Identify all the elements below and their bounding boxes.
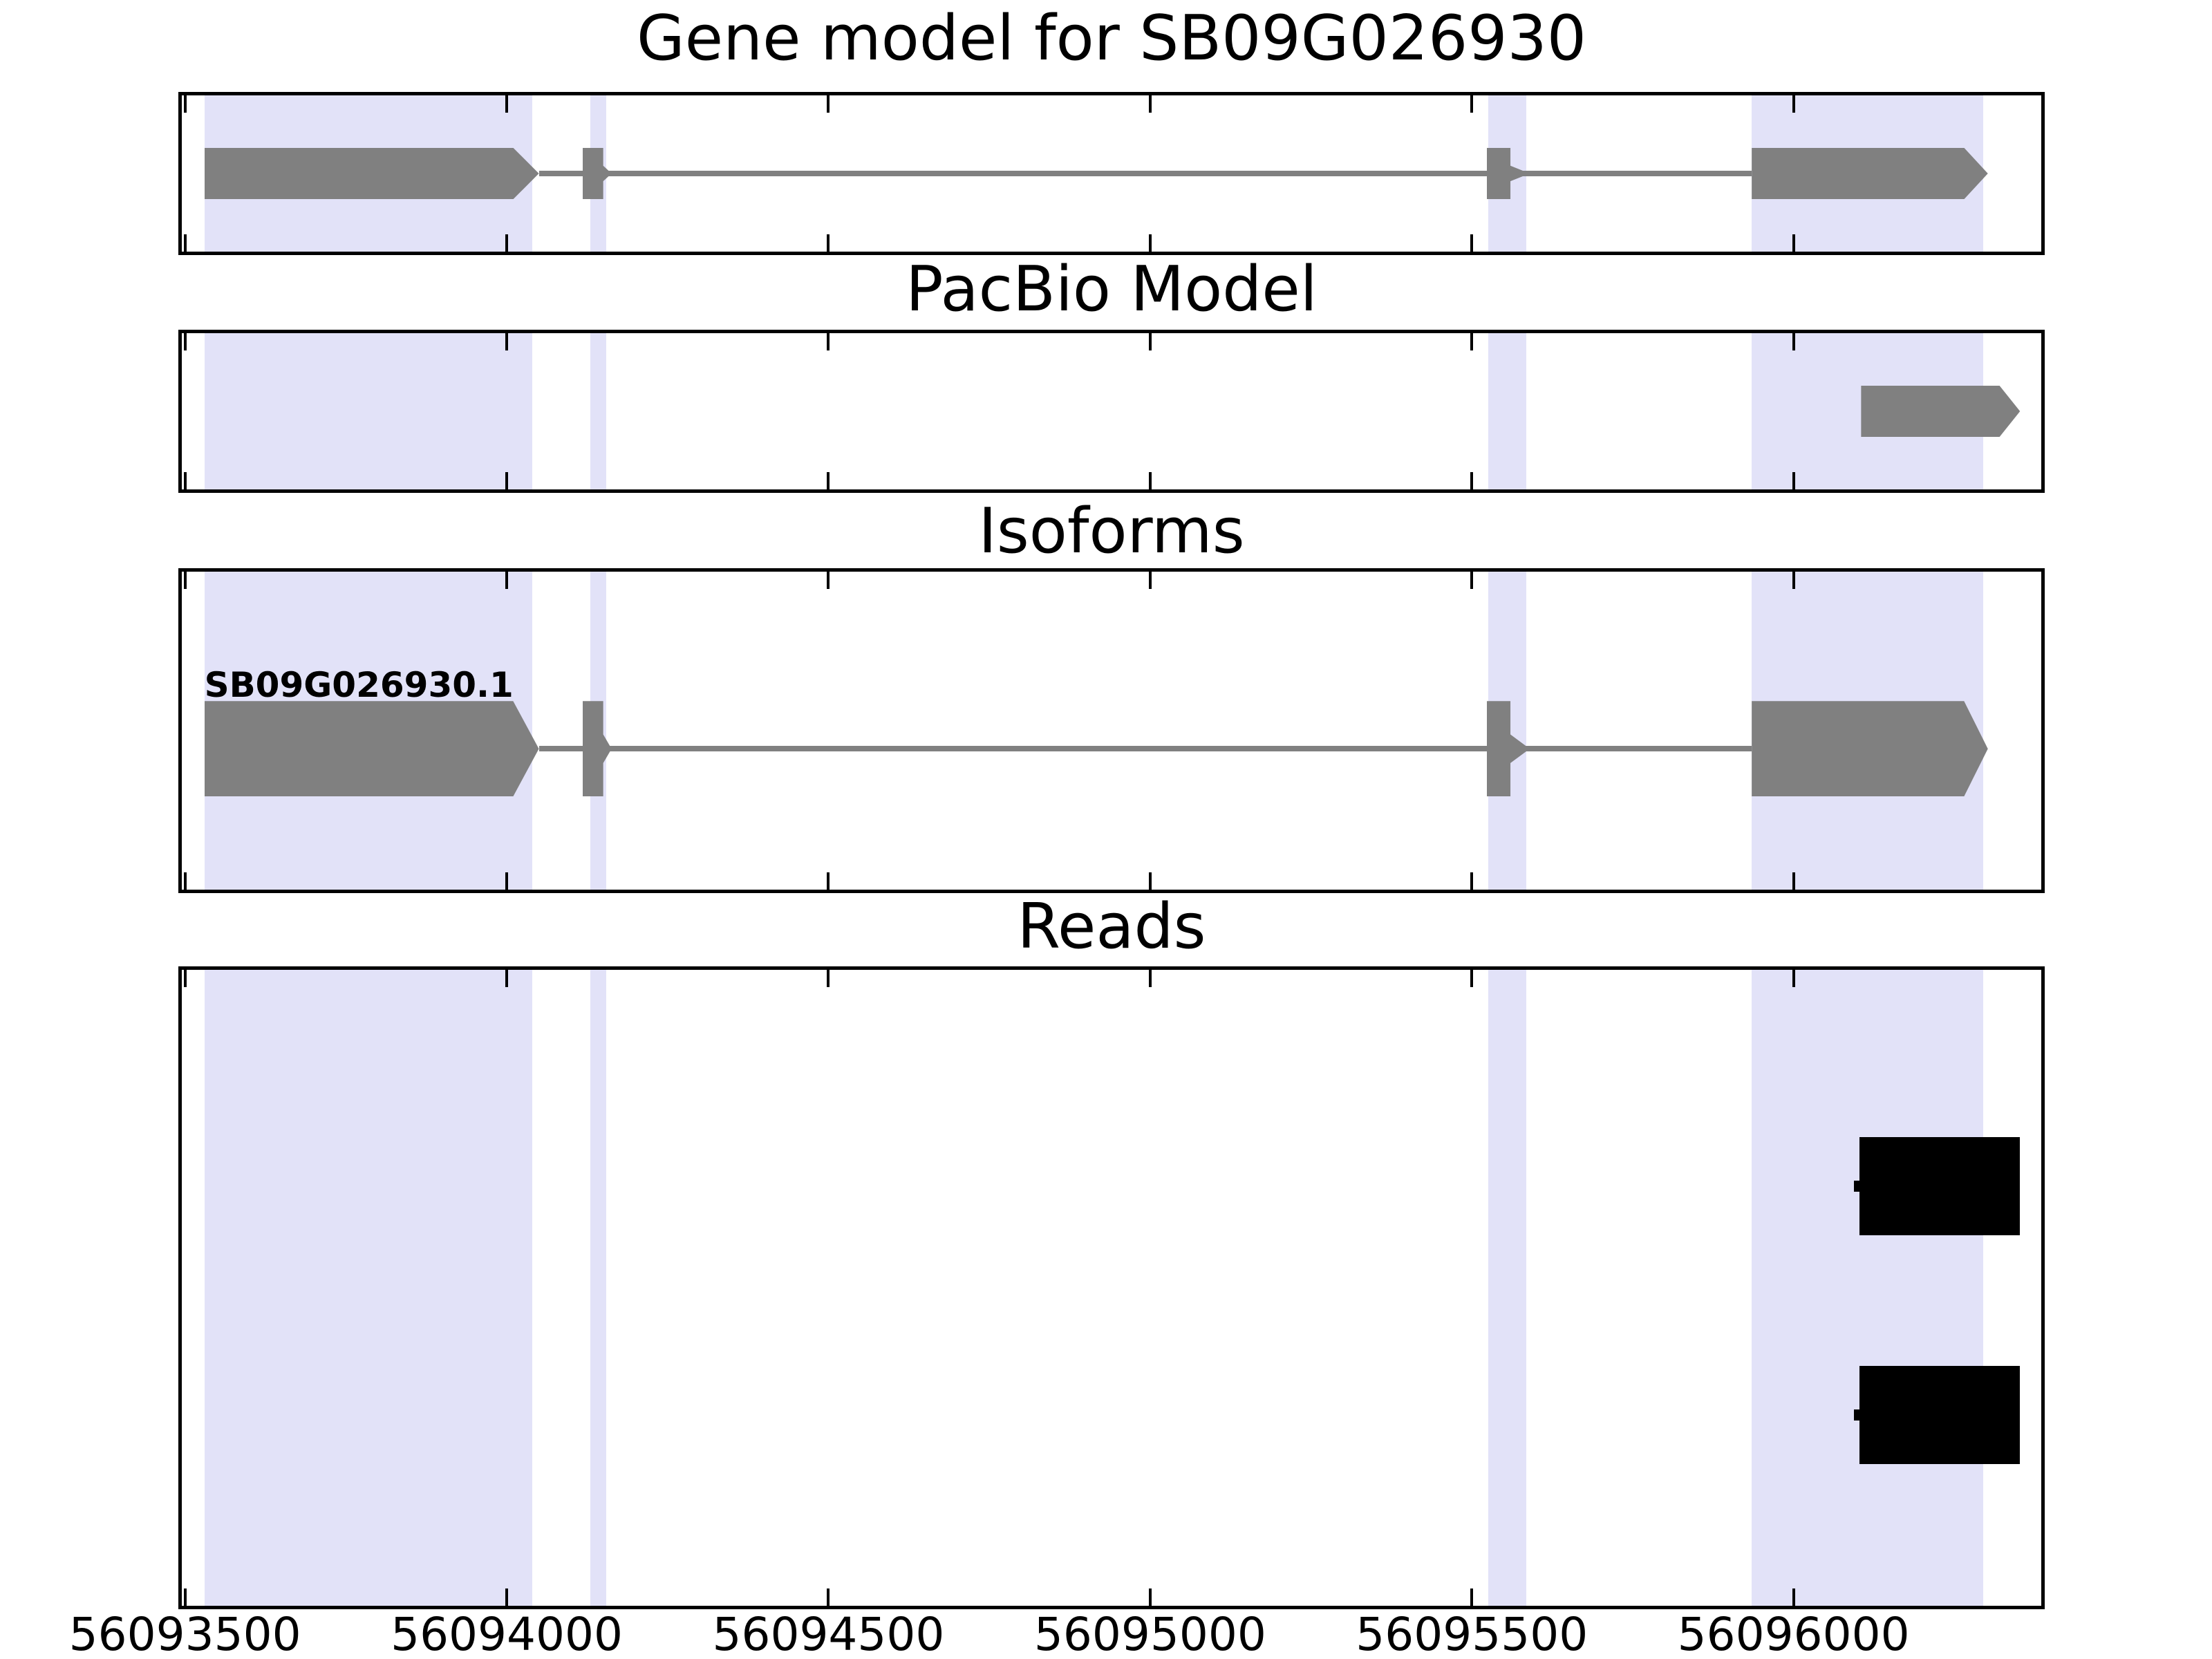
x-tickmark-bottom: [827, 472, 830, 489]
x-tick-label: 56095000: [1033, 1608, 1266, 1659]
x-tickmark-bottom: [827, 234, 830, 252]
gene-model-panel: [178, 92, 2045, 255]
x-tick-label: 56093500: [68, 1608, 301, 1659]
isoforms-title: Isoforms: [978, 495, 1245, 568]
x-tickmark-top: [1470, 970, 1474, 987]
exon-arrow: [582, 701, 612, 797]
read-nub: [1853, 1409, 1859, 1421]
highlight-band: [1752, 970, 1984, 1606]
x-tickmark-top: [1470, 572, 1474, 589]
exon-arrow: [204, 701, 539, 797]
x-tickmark-bottom: [183, 1588, 187, 1606]
reads-panel: [178, 966, 2045, 1609]
x-tickmark-bottom: [505, 1588, 509, 1606]
x-tickmark-bottom: [183, 234, 187, 252]
x-tickmark-bottom: [1470, 872, 1474, 890]
x-tickmark-bottom: [1148, 1588, 1152, 1606]
x-tickmark-top: [183, 970, 187, 987]
x-tickmark-top: [1792, 572, 1795, 589]
gene-model-title: Gene model for SB09G026930: [636, 2, 1587, 75]
x-tickmark-bottom: [827, 872, 830, 890]
isoforms-plot: SB09G026930.1: [182, 572, 2041, 890]
exon-arrow: [1752, 147, 1988, 200]
read-box: [1859, 1365, 2021, 1465]
x-tick-label: 56094500: [712, 1608, 945, 1659]
reads-title: Reads: [1017, 890, 1206, 963]
x-tick-label: 56096000: [1677, 1608, 1910, 1659]
x-tickmark-top: [183, 572, 187, 589]
x-tickmark-top: [1792, 333, 1795, 350]
x-tickmark-top: [1148, 970, 1152, 987]
x-tickmark-bottom: [1792, 1588, 1795, 1606]
x-tickmark-top: [1470, 95, 1474, 113]
x-tickmark-top: [1148, 572, 1152, 589]
isoforms-panel: SB09G026930.1: [178, 568, 2045, 893]
x-tickmark-top: [1792, 95, 1795, 113]
pacbio-model-panel: [178, 330, 2045, 493]
x-tickmark-top: [183, 95, 187, 113]
exon-arrow: [1861, 385, 2021, 438]
x-tickmark-bottom: [505, 472, 509, 489]
read-nub: [1853, 1180, 1859, 1192]
pacbio-model-title: PacBio Model: [906, 253, 1318, 326]
x-tick-label: 56095500: [1356, 1608, 1588, 1659]
read-box: [1859, 1136, 2021, 1236]
x-tickmark-bottom: [505, 872, 509, 890]
highlight-band: [590, 970, 607, 1606]
x-tickmark-bottom: [827, 1588, 830, 1606]
highlight-band: [204, 970, 533, 1606]
highlight-band: [1488, 970, 1527, 1606]
isoform-label: SB09G026930.1: [204, 665, 514, 706]
highlight-band: [204, 333, 533, 489]
x-tickmark-top: [1470, 333, 1474, 350]
x-tickmark-bottom: [1148, 472, 1152, 489]
x-tickmark-top: [1148, 333, 1152, 350]
x-tickmark-bottom: [183, 472, 187, 489]
intron-line: [538, 171, 1752, 176]
x-tick-label: 56094000: [391, 1608, 624, 1659]
x-tickmark-bottom: [1470, 234, 1474, 252]
x-tickmark-bottom: [1792, 872, 1795, 890]
x-tickmark-bottom: [505, 234, 509, 252]
exon-arrow: [1752, 701, 1988, 797]
highlight-band: [1488, 333, 1527, 489]
x-tickmark-top: [505, 95, 509, 113]
exon-arrow: [204, 147, 539, 200]
x-tickmark-top: [1148, 95, 1152, 113]
x-tickmark-bottom: [1148, 872, 1152, 890]
x-tickmark-top: [827, 333, 830, 350]
x-tickmark-top: [505, 572, 509, 589]
x-tickmark-bottom: [1470, 472, 1474, 489]
x-tickmark-top: [827, 95, 830, 113]
exon-arrow: [582, 147, 612, 200]
x-tickmark-top: [827, 572, 830, 589]
reads-plot: [182, 970, 2041, 1606]
intron-line: [538, 746, 1752, 752]
x-tickmark-top: [505, 970, 509, 987]
highlight-band: [590, 333, 607, 489]
x-tickmark-bottom: [1792, 472, 1795, 489]
x-tickmark-bottom: [1792, 234, 1795, 252]
pacbio-model-plot: [182, 333, 2041, 489]
x-tickmark-bottom: [183, 872, 187, 890]
x-tickmark-top: [505, 333, 509, 350]
x-tickmark-top: [827, 970, 830, 987]
gene-model-plot: [182, 95, 2041, 252]
x-tickmark-top: [1792, 970, 1795, 987]
x-tickmark-bottom: [1470, 1588, 1474, 1606]
x-tickmark-top: [183, 333, 187, 350]
x-tickmark-bottom: [1148, 234, 1152, 252]
